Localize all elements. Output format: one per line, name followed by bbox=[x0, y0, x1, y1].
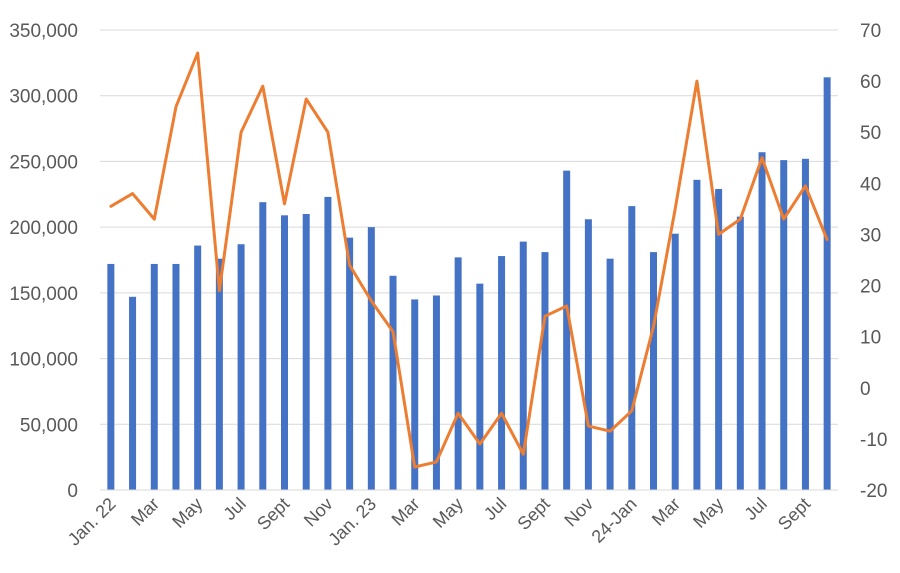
bar bbox=[693, 179, 701, 491]
x-tick-label: Sept bbox=[774, 494, 814, 534]
y-left-tick-label: 300,000 bbox=[9, 87, 78, 108]
axes: 0 50,000 100,000 150,000 200,000 250,000 300,0… bbox=[9, 21, 887, 550]
y-right-tick-label: -20 bbox=[860, 481, 887, 502]
x-tick-label: Nov bbox=[300, 494, 337, 531]
bar bbox=[780, 160, 788, 490]
bar bbox=[324, 196, 332, 490]
bar bbox=[259, 202, 267, 490]
bar bbox=[715, 189, 723, 490]
y-right-tick-label: 10 bbox=[860, 328, 881, 349]
bar bbox=[129, 296, 137, 490]
bar bbox=[432, 295, 440, 490]
y-left-tick-label: 0 bbox=[67, 481, 78, 502]
x-tick-label: Jul bbox=[480, 494, 510, 524]
x-tick-label: 24-Jan bbox=[588, 494, 641, 547]
x-tick-label: Mar bbox=[648, 494, 684, 530]
bar bbox=[302, 214, 310, 490]
bar bbox=[215, 258, 223, 490]
bar bbox=[172, 263, 180, 490]
y-right-tick-label: 40 bbox=[860, 174, 881, 195]
x-tick-label: Jul bbox=[220, 494, 250, 524]
bar bbox=[454, 257, 462, 490]
bar bbox=[476, 283, 484, 490]
bar bbox=[150, 263, 158, 490]
line-path bbox=[109, 51, 829, 469]
y-left-tick-label: 200,000 bbox=[9, 218, 78, 239]
bar bbox=[736, 216, 744, 490]
y-right-tick-label: 60 bbox=[860, 72, 881, 93]
y-right-tick-label: 20 bbox=[860, 277, 881, 298]
bar bbox=[823, 77, 831, 491]
bar bbox=[194, 245, 202, 490]
x-tick-label: Jan. 23 bbox=[324, 494, 380, 550]
y-left-tick-label: 350,000 bbox=[9, 21, 78, 42]
bar bbox=[498, 256, 506, 490]
x-tick-label: Jul bbox=[740, 494, 770, 524]
x-tick-label: May bbox=[689, 494, 727, 532]
bar-series bbox=[107, 77, 831, 491]
bar bbox=[563, 170, 571, 490]
line-series bbox=[109, 51, 829, 469]
y-left-tick-label: 150,000 bbox=[9, 284, 78, 305]
bar bbox=[107, 263, 115, 490]
y-right-tick-label: 0 bbox=[860, 379, 871, 400]
bar bbox=[671, 233, 679, 490]
x-tick-label: May bbox=[429, 494, 467, 532]
bar bbox=[389, 275, 397, 490]
bar bbox=[519, 241, 527, 490]
bar bbox=[367, 227, 375, 490]
bar bbox=[801, 158, 809, 491]
x-tick-label: Mar bbox=[127, 494, 163, 530]
bar bbox=[541, 252, 549, 490]
x-tick-label: Nov bbox=[560, 494, 597, 531]
bar bbox=[628, 206, 636, 490]
y-right-tick-label: 70 bbox=[860, 21, 881, 42]
bar bbox=[606, 258, 614, 490]
x-tick-label: Mar bbox=[388, 494, 424, 530]
x-tick-label: Jan. 22 bbox=[64, 494, 120, 550]
bar bbox=[411, 299, 419, 490]
x-tick-label: Sept bbox=[513, 494, 553, 534]
gridlines bbox=[100, 29, 838, 491]
bar bbox=[237, 244, 245, 490]
bar bbox=[346, 237, 354, 490]
bar bbox=[584, 219, 592, 490]
x-tick-label: May bbox=[168, 494, 206, 532]
y-left-tick-label: 100,000 bbox=[9, 350, 78, 371]
bar bbox=[758, 152, 766, 490]
y-left-tick-label: 50,000 bbox=[20, 415, 78, 436]
y-right-tick-label: 30 bbox=[860, 225, 881, 246]
x-tick-label: Sept bbox=[253, 494, 293, 534]
bar bbox=[281, 215, 288, 491]
y-left-tick-label: 250,000 bbox=[9, 152, 78, 173]
y-right-tick-label: 50 bbox=[860, 123, 881, 144]
bar bbox=[650, 252, 657, 490]
y-right-tick-label: -10 bbox=[860, 430, 887, 451]
